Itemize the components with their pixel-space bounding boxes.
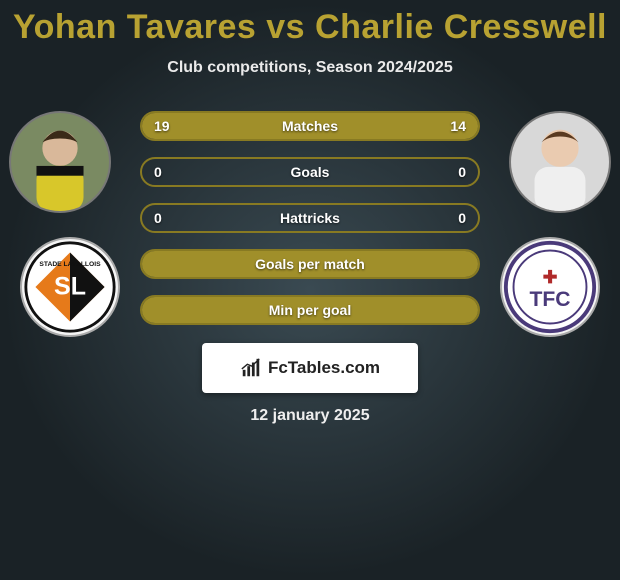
stat-value-right: 0 — [458, 210, 466, 226]
stat-bar: Min per goal — [140, 295, 480, 325]
player-right-avatar — [509, 111, 611, 213]
stat-label: Goals per match — [255, 256, 365, 272]
branding-badge: FcTables.com — [202, 343, 418, 393]
stat-value-left: 0 — [154, 210, 162, 226]
stat-label: Min per goal — [269, 302, 351, 318]
player-left-avatar — [9, 111, 111, 213]
subtitle: Club competitions, Season 2024/2025 — [0, 59, 620, 77]
club-right-logo: ✚ TFC — [500, 237, 600, 337]
stat-label: Goals — [291, 164, 330, 180]
stat-bar: 0 0 Goals — [140, 157, 480, 187]
stat-label: Matches — [282, 118, 338, 134]
stat-value-left: 19 — [154, 118, 170, 134]
branding-text: FcTables.com — [268, 358, 380, 378]
svg-text:TFC: TFC — [529, 288, 570, 311]
stat-bar: 19 14 Matches — [140, 111, 480, 141]
stat-bars: 19 14 Matches 0 0 Goals 0 0 Hattricks Goals per m… — [140, 111, 480, 341]
svg-text:SL: SL — [54, 273, 86, 301]
stat-value-right: 0 — [458, 164, 466, 180]
stat-bar: Goals per match — [140, 249, 480, 279]
date-text: 12 january 2025 — [250, 407, 369, 425]
page-title: Yohan Tavares vs Charlie Cresswell — [0, 0, 620, 47]
club-left-logo: SL STADE LAVALLOIS — [20, 237, 120, 337]
stat-label: Hattricks — [280, 210, 340, 226]
stat-bar: 0 0 Hattricks — [140, 203, 480, 233]
stat-value-left: 0 — [154, 164, 162, 180]
chart-icon — [240, 357, 262, 379]
stat-value-right: 14 — [450, 118, 466, 134]
svg-text:✚: ✚ — [543, 268, 557, 287]
svg-text:STADE LAVALLOIS: STADE LAVALLOIS — [39, 261, 101, 268]
